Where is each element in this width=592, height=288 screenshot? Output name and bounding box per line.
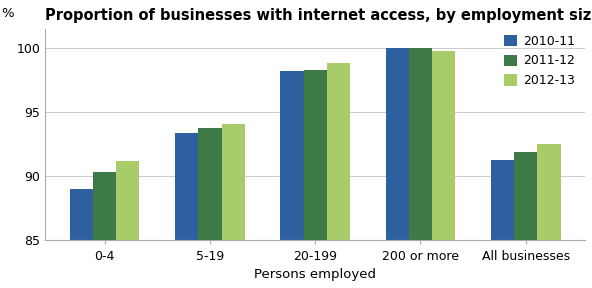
Bar xyxy=(386,48,409,288)
Bar xyxy=(304,70,327,288)
Bar xyxy=(93,173,116,288)
Text: Proportion of businesses with internet access, by employment size, 2010-11 to 20: Proportion of businesses with internet a… xyxy=(46,8,592,24)
Bar xyxy=(514,152,538,288)
Bar xyxy=(432,51,455,288)
Bar xyxy=(221,124,244,288)
Text: %: % xyxy=(1,7,14,20)
Bar xyxy=(409,48,432,288)
Bar xyxy=(116,161,139,288)
Bar xyxy=(491,160,514,288)
X-axis label: Persons employed: Persons employed xyxy=(254,268,376,281)
Bar xyxy=(198,128,221,288)
Legend: 2010-11, 2011-12, 2012-13: 2010-11, 2011-12, 2012-13 xyxy=(501,31,579,91)
Bar xyxy=(70,189,93,288)
Bar xyxy=(327,63,350,288)
Bar xyxy=(538,144,561,288)
Bar xyxy=(175,133,198,288)
Bar xyxy=(281,71,304,288)
